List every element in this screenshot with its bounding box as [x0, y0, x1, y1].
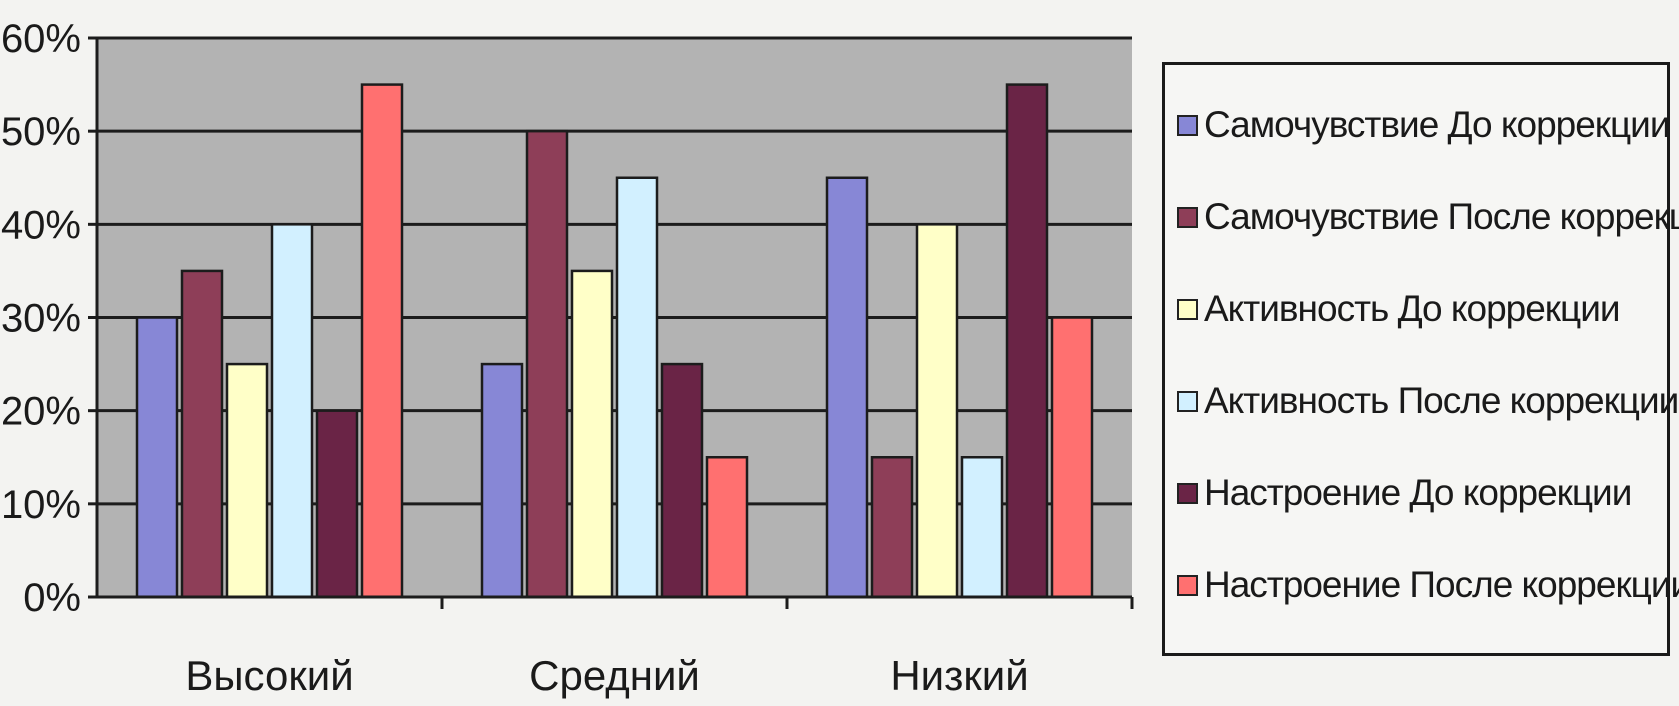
bar: [570, 269, 614, 599]
legend-swatch: [1177, 298, 1198, 320]
legend-label: Самочувствие После коррекции: [1204, 196, 1679, 237]
bar: [180, 269, 224, 599]
bar: [960, 456, 1004, 599]
y-tick-label: 50%: [1, 110, 81, 154]
legend-swatch: [1177, 574, 1198, 596]
legend-label: Активность До коррекции: [1204, 288, 1621, 329]
y-tick-label: 10%: [1, 483, 81, 527]
y-tick-label: 30%: [1, 297, 81, 341]
bar: [525, 129, 569, 599]
legend-swatch: [1177, 114, 1198, 136]
bar: [1050, 316, 1094, 599]
bar: [135, 316, 179, 599]
bar: [825, 176, 869, 599]
y-tick-label: 40%: [1, 203, 81, 247]
legend-swatch: [1177, 390, 1198, 412]
legend-swatch: [1177, 206, 1198, 228]
bar: [1005, 83, 1049, 599]
y-tick-label: 0%: [23, 576, 81, 620]
x-category-label: Высокий: [185, 652, 353, 699]
legend-item: Самочувствие До коррекции: [1177, 79, 1671, 171]
bar: [225, 362, 269, 599]
bar: [870, 456, 914, 599]
bar: [480, 362, 524, 599]
bar: [915, 223, 959, 599]
bar: [315, 409, 359, 599]
bar: [705, 456, 749, 599]
bar: [660, 362, 704, 599]
legend-label: Самочувствие До коррекции: [1204, 104, 1671, 145]
x-category-label: Средний: [529, 652, 700, 699]
y-tick-label: 60%: [1, 17, 81, 61]
legend-swatch: [1177, 482, 1198, 504]
y-tick-label: 20%: [1, 390, 81, 434]
bar: [360, 83, 404, 599]
bar: [270, 223, 314, 599]
legend-label: Настроение После коррекции: [1204, 564, 1679, 605]
legend-item: Активность До коррекции: [1177, 263, 1667, 355]
x-category-label: Низкий: [890, 652, 1028, 699]
bar: [615, 176, 659, 599]
legend-label: Активность После коррекции: [1204, 380, 1679, 421]
legend-item: Самочувствие После коррекции: [1177, 171, 1679, 263]
legend-label: Настроение До коррекции: [1204, 472, 1632, 513]
legend-item: Настроение После коррекции: [1177, 539, 1679, 631]
legend: Самочувствие До коррекции Самочувствие По…: [1162, 62, 1679, 656]
legend-item: Настроение До коррекции: [1177, 447, 1667, 539]
legend-item: Активность После коррекции: [1177, 355, 1679, 447]
